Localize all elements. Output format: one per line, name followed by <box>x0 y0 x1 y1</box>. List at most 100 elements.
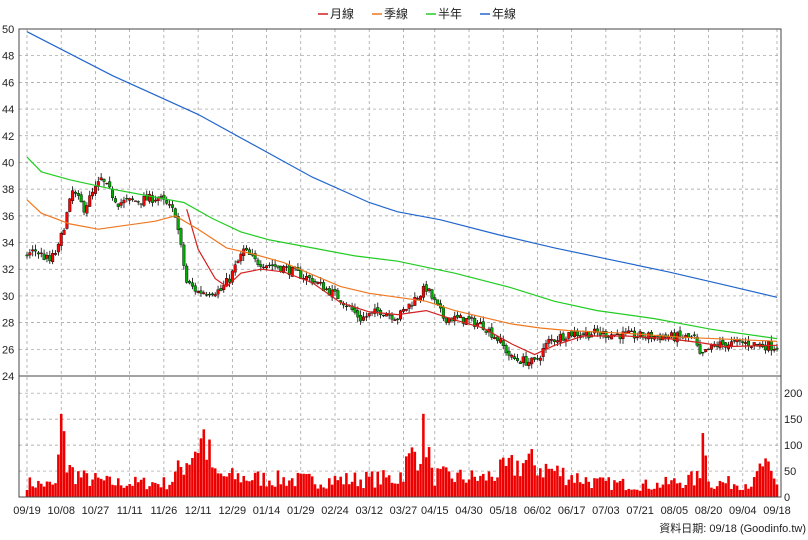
price-candles <box>25 173 779 370</box>
volume-bar <box>598 477 602 497</box>
volume-bar <box>390 482 394 497</box>
candle-body <box>125 197 129 200</box>
candle-body <box>558 334 562 343</box>
grid-lines <box>19 28 781 498</box>
candle-body <box>507 350 511 356</box>
volume-bar <box>581 483 585 497</box>
candle-body <box>145 194 149 201</box>
volume-bar <box>231 468 234 497</box>
volume-bar <box>727 476 730 497</box>
volume-bar <box>584 477 588 497</box>
volume-bar <box>576 473 579 497</box>
volume-bar <box>730 488 733 497</box>
legend-label-2: 半年 <box>438 7 462 21</box>
volume-bar <box>567 479 571 497</box>
volume-tick-0: 0 <box>784 492 790 504</box>
volume-bar <box>62 431 66 497</box>
volume-bar <box>376 471 380 497</box>
candle-body <box>496 336 500 341</box>
volume-bar <box>48 481 52 497</box>
date-tick-7: 01/14 <box>253 505 281 517</box>
candle-body <box>208 293 212 296</box>
volume-bar <box>533 465 536 497</box>
volume-bar <box>404 456 408 497</box>
date-tick-19: 08/05 <box>661 505 689 517</box>
volume-bar <box>25 489 29 497</box>
candle-body <box>581 333 585 335</box>
volume-bar <box>764 458 767 497</box>
volume-bar <box>270 485 274 497</box>
volume-bar <box>695 470 699 497</box>
candle-body <box>524 356 528 366</box>
volume-bar <box>519 476 522 497</box>
volume-bar <box>108 476 111 497</box>
candle-body <box>270 264 274 267</box>
volume-bar <box>544 463 548 497</box>
volume-bar <box>655 482 659 497</box>
candle-body <box>741 341 745 344</box>
candle-body <box>99 177 103 181</box>
candle-body <box>407 303 411 309</box>
date-tick-18: 07/21 <box>626 505 654 517</box>
volume-bar <box>487 471 491 497</box>
candle-body <box>344 305 348 308</box>
candle-body <box>567 332 571 339</box>
candle-body <box>182 244 186 266</box>
volume-bar <box>596 478 599 497</box>
candle-body <box>71 190 75 201</box>
volume-bar <box>536 475 539 497</box>
volume-bar <box>265 486 268 497</box>
volume-bar <box>379 484 382 497</box>
volume-bar <box>755 471 759 497</box>
volume-bar <box>476 480 479 497</box>
candle-body <box>533 357 537 360</box>
volume-bar <box>296 472 300 497</box>
candle-body <box>116 203 120 207</box>
volume-bar <box>134 476 137 497</box>
date-tick-22: 09/18 <box>763 505 791 517</box>
volume-bar <box>447 471 451 497</box>
candle-body <box>73 191 77 194</box>
candle-body <box>615 333 619 335</box>
volume-bar <box>91 479 94 497</box>
candle-body <box>544 343 548 350</box>
candle-body <box>718 341 722 349</box>
volume-bar <box>305 474 308 497</box>
candle-body <box>752 342 756 346</box>
volume-bar <box>128 483 131 497</box>
volume-bar <box>687 474 690 497</box>
candle-body <box>150 195 154 203</box>
volume-bar <box>407 453 411 497</box>
volume-bar <box>761 466 765 497</box>
volume-bar <box>673 478 676 497</box>
volume-bar <box>116 478 120 497</box>
candle-body <box>707 348 711 350</box>
candle-body <box>165 200 169 204</box>
candle-body <box>387 314 391 316</box>
candle-body <box>701 352 705 354</box>
volume-bar <box>444 467 448 497</box>
volume-bar <box>179 466 183 497</box>
candle-body <box>630 330 634 332</box>
candle-body <box>102 178 106 182</box>
candle-body <box>219 288 223 291</box>
date-tick-16: 06/17 <box>558 505 586 517</box>
price-tick-9: 42 <box>2 131 14 143</box>
volume-bar <box>74 484 77 497</box>
candle-body <box>607 336 611 338</box>
candle-body <box>31 249 35 252</box>
volume-bar <box>541 477 545 497</box>
volume-bar <box>94 473 97 497</box>
candle-body <box>176 216 180 231</box>
volume-bar <box>385 477 388 497</box>
volume-bar <box>499 459 502 497</box>
volume-bar <box>462 479 465 497</box>
volume-bar <box>496 477 499 497</box>
volume-bar <box>456 472 459 497</box>
volume-bar <box>439 468 442 497</box>
candle-body <box>259 264 263 267</box>
volume-bar <box>171 481 174 497</box>
price-tick-13: 50 <box>2 24 14 36</box>
candle-body <box>256 259 260 265</box>
